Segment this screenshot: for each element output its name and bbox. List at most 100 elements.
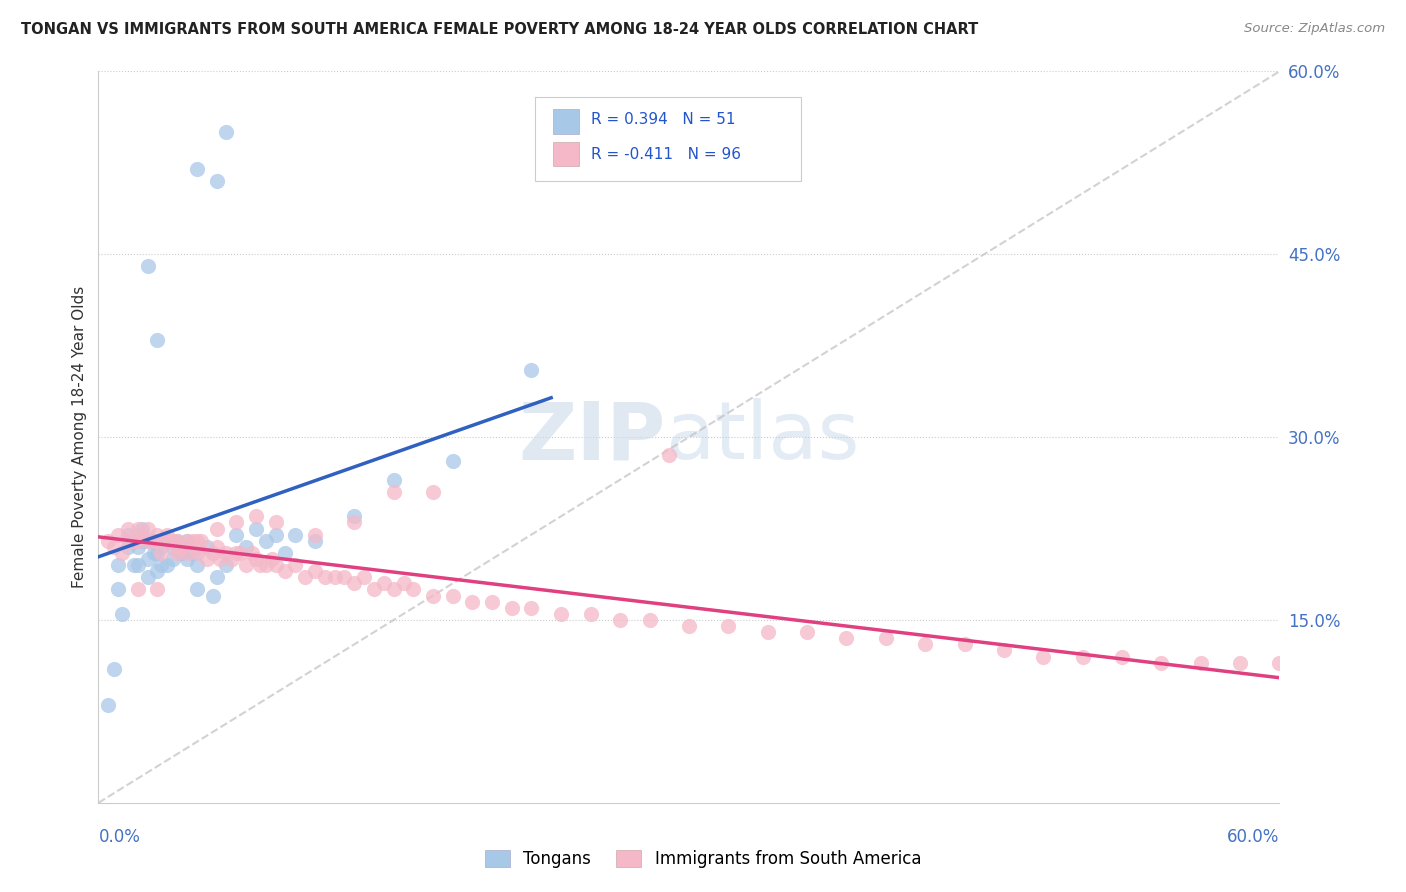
Point: [146, 564, 169, 578]
Point: [284, 527, 307, 541]
Text: TONGAN VS IMMIGRANTS FROM SOUTH AMERICA FEMALE POVERTY AMONG 18-24 YEAR OLDS COR: TONGAN VS IMMIGRANTS FROM SOUTH AMERICA …: [21, 22, 979, 37]
Point: [953, 637, 976, 651]
Point: [1150, 656, 1173, 670]
Point: [245, 509, 267, 524]
Point: [501, 600, 523, 615]
Text: R = -0.411   N = 96: R = -0.411 N = 96: [591, 147, 741, 162]
Point: [146, 582, 169, 597]
Point: [402, 582, 425, 597]
Point: [274, 546, 297, 560]
Point: [225, 546, 247, 560]
Point: [136, 260, 159, 274]
Point: [221, 552, 243, 566]
Point: [146, 333, 169, 347]
Point: [249, 558, 271, 573]
Point: [186, 533, 208, 548]
Point: [264, 558, 287, 573]
Point: [150, 546, 173, 560]
Point: [107, 582, 129, 597]
Point: [240, 546, 263, 560]
Legend: Tongans, Immigrants from South America: Tongans, Immigrants from South America: [478, 843, 928, 875]
Point: [117, 527, 139, 541]
Point: [209, 552, 232, 566]
Point: [314, 570, 336, 584]
Point: [131, 533, 153, 548]
Point: [796, 625, 818, 640]
Point: [205, 521, 228, 535]
Point: [131, 521, 153, 535]
FancyBboxPatch shape: [536, 97, 801, 181]
Point: [215, 558, 238, 573]
Point: [186, 546, 208, 560]
Point: [186, 161, 208, 176]
Text: Source: ZipAtlas.com: Source: ZipAtlas.com: [1244, 22, 1385, 36]
Point: [176, 546, 198, 560]
Point: [142, 533, 165, 548]
Point: [127, 521, 149, 535]
Point: [520, 600, 543, 615]
Point: [162, 540, 184, 554]
Point: [1229, 656, 1251, 670]
Text: ZIP: ZIP: [517, 398, 665, 476]
Point: [156, 527, 179, 541]
Point: [294, 570, 316, 584]
Point: [245, 552, 267, 566]
Point: [520, 363, 543, 377]
Point: [127, 582, 149, 597]
Point: [170, 540, 193, 554]
Point: [127, 533, 149, 548]
Point: [166, 533, 188, 548]
Point: [1071, 649, 1094, 664]
Point: [186, 582, 208, 597]
Point: [333, 570, 356, 584]
Point: [146, 533, 169, 548]
Point: [103, 662, 125, 676]
Point: [1032, 649, 1054, 664]
Point: [97, 533, 120, 548]
Point: [122, 558, 145, 573]
Point: [122, 533, 145, 548]
Point: [186, 558, 208, 573]
Point: [156, 533, 179, 548]
Point: [658, 448, 681, 462]
Point: [107, 527, 129, 541]
Text: R = 0.394   N = 51: R = 0.394 N = 51: [591, 112, 735, 128]
Point: [914, 637, 936, 651]
Point: [146, 527, 169, 541]
Point: [835, 632, 858, 646]
Point: [162, 533, 184, 548]
Text: 0.0%: 0.0%: [98, 829, 141, 847]
Point: [1189, 656, 1212, 670]
Point: [215, 125, 238, 139]
Point: [156, 533, 179, 548]
Point: [373, 576, 395, 591]
Point: [142, 533, 165, 548]
Point: [166, 533, 188, 548]
Point: [284, 558, 307, 573]
Point: [422, 485, 444, 500]
Point: [142, 546, 165, 560]
Point: [215, 546, 238, 560]
Point: [353, 570, 375, 584]
Point: [150, 540, 173, 554]
Point: [422, 589, 444, 603]
Point: [756, 625, 779, 640]
Point: [579, 607, 602, 621]
Point: [186, 540, 208, 554]
Point: [201, 589, 224, 603]
Point: [127, 558, 149, 573]
Point: [103, 540, 125, 554]
Point: [441, 454, 464, 468]
Point: [170, 546, 193, 560]
Point: [343, 516, 366, 530]
Point: [304, 564, 326, 578]
Point: [117, 521, 139, 535]
Point: [235, 540, 257, 554]
Point: [609, 613, 631, 627]
Point: [343, 576, 366, 591]
Point: [343, 509, 366, 524]
Point: [875, 632, 897, 646]
Point: [136, 552, 159, 566]
Point: [1268, 656, 1291, 670]
Point: [111, 546, 134, 560]
